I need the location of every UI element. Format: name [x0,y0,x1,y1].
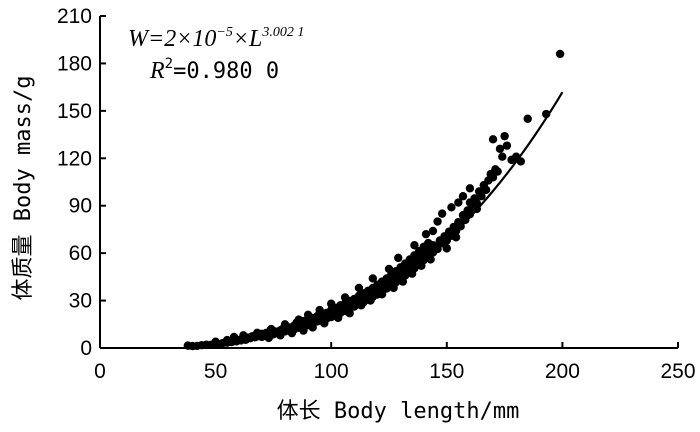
x-tick-label: 250 [660,360,695,383]
data-point [442,244,451,253]
data-point [495,144,505,153]
x-tick-label: 150 [429,360,464,383]
points-layer [183,49,565,351]
y-axis-title: 体质量 Body mass/g [11,76,36,301]
data-point [523,114,532,123]
data-point [451,233,461,242]
data-point [458,192,468,201]
y-tick-label: 210 [57,5,92,28]
y-tick-label: 90 [69,195,92,218]
data-point [410,241,419,250]
svg-text:R2=0.980 0: R2=0.980 0 [149,56,279,84]
data-point [315,305,324,315]
data-point [421,229,431,239]
data-point [555,49,565,59]
data-point [465,184,475,193]
y-tick-label: 60 [69,242,92,265]
equation-exponent-2: 3.002 1 [261,25,304,40]
data-point [394,253,403,263]
equation-middle: ×L [233,26,263,52]
data-point [333,313,343,323]
data-point [354,283,364,293]
data-point [280,320,290,329]
x-tick-label: 100 [314,360,349,383]
data-point [239,331,248,340]
data-point [229,332,239,342]
data-point [433,217,442,226]
data-point [340,293,350,302]
data-point [461,215,470,225]
data-point [488,173,498,182]
data-point [308,323,317,332]
data-point [253,328,262,338]
data-point [454,198,463,207]
y-tick-label: 30 [69,290,92,313]
r2-superscript: 2 [165,56,173,72]
data-point [294,315,304,324]
equation-prefix: W=2×10 [128,26,216,52]
data-point [502,141,512,150]
data-point [303,310,313,319]
y-tick-label: 150 [57,100,92,123]
data-point [498,152,507,161]
data-point [368,274,378,283]
equation-annotation: W=2×10−5×L3.002 1 R2=0.980 0 [128,25,304,84]
x-tick-label: 200 [545,360,580,383]
y-tick-label: 180 [57,52,92,75]
data-point [327,299,336,308]
data-point [345,309,354,318]
data-point [500,131,509,141]
data-point [299,326,308,335]
data-point [389,283,398,293]
y-tick-label: 0 [80,337,92,360]
r2-label: R [149,58,165,84]
x-tick-label: 0 [94,360,106,383]
x-tick-label: 50 [204,360,227,383]
data-point [437,209,447,218]
svg-text:W=2×10−5×L3.002 1: W=2×10−5×L3.002 1 [128,25,304,52]
fit-curve [187,91,564,348]
data-point [488,135,498,144]
x-axis-title: 体长 Body length/mm [277,399,520,424]
data-point [493,167,502,176]
r2-value: =0.980 0 [173,59,279,84]
equation-exponent-1: −5 [216,25,232,40]
data-point [398,277,408,286]
data-point [447,203,456,212]
data-point [477,192,486,201]
data-point [384,264,394,274]
data-point [428,226,438,236]
data-point [481,185,491,195]
y-tick-label: 120 [57,147,92,170]
data-point [320,319,329,328]
data-point [266,324,276,334]
tick-layer: 0 50 100 150 200 250 0 30 60 90 120 150 180 210 [57,5,696,383]
